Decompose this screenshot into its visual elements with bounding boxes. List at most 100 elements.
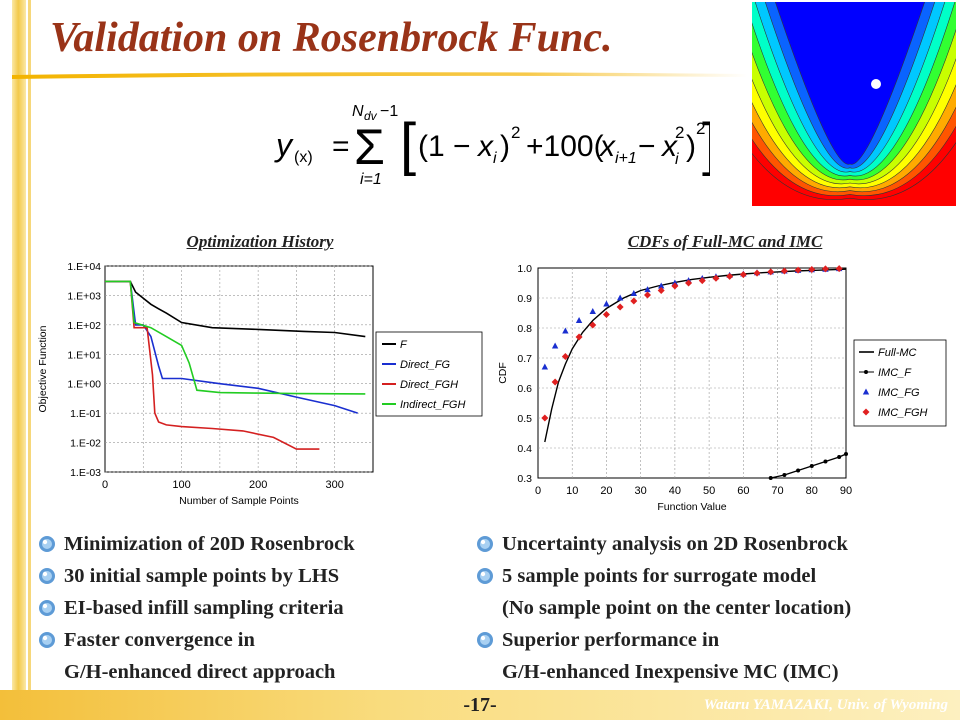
data-point-circle xyxy=(823,459,828,464)
data-point-triangle xyxy=(575,317,583,323)
data-point-circle xyxy=(782,473,787,477)
data-point-diamond xyxy=(753,269,761,277)
data-point-triangle xyxy=(603,300,610,307)
data-point-diamond xyxy=(712,274,720,282)
x-tick-label: 100 xyxy=(172,479,190,491)
bullet-text: EI-based infill sampling criteria xyxy=(64,597,344,619)
legend-label: Full-MC xyxy=(878,347,917,359)
title-underline xyxy=(12,72,747,79)
bullet-list-right: Uncertainty analysis on 2D Rosenbrock 5 s… xyxy=(474,528,960,688)
svg-text:x: x xyxy=(660,130,678,163)
x-tick-label: 40 xyxy=(669,485,681,497)
x-tick-label: 90 xyxy=(840,485,852,497)
legend-box xyxy=(375,331,483,417)
bullet-text: G/H-enhanced direct approach xyxy=(64,661,336,683)
rosenbrock-contour-plot xyxy=(752,2,956,206)
plot-area xyxy=(104,265,374,473)
y-tick-label: 1.E-01 xyxy=(70,408,101,420)
bullet-item: (No sample point on the center location) xyxy=(474,592,960,624)
x-tick-label: 300 xyxy=(326,479,344,491)
data-point-diamond xyxy=(616,303,624,311)
svg-text:]: ] xyxy=(702,112,710,177)
series-line-Direct_FGH xyxy=(105,280,320,450)
data-point-diamond xyxy=(575,333,583,341)
svg-text:x: x xyxy=(476,130,494,163)
svg-text:): ) xyxy=(500,130,510,163)
x-tick-label: 200 xyxy=(249,479,267,491)
y-tick-label: 1.0 xyxy=(517,263,532,275)
data-point-triangle xyxy=(658,282,665,289)
data-point-triangle xyxy=(551,342,559,349)
data-point-diamond xyxy=(794,266,802,274)
x-tick-label: 10 xyxy=(566,485,578,497)
bullet-icon xyxy=(477,632,493,648)
bullet-icon xyxy=(39,632,55,648)
x-tick-label: 0 xyxy=(102,479,108,491)
svg-text:+100(: +100( xyxy=(526,130,604,163)
formula-sum-upper: N xyxy=(352,103,364,120)
bullet-text: 5 sample points for surrogate model xyxy=(502,565,817,587)
y-tick-label: 1.E+04 xyxy=(67,261,101,273)
legend-label: IMC_FG xyxy=(878,387,920,399)
cdf-chart: CDFs of Full-MC and IMC 0.3 0.4 0.5 0.6 0.7 0… xyxy=(490,232,960,532)
legend-box xyxy=(853,339,947,427)
bullet-list-left: Minimization of 20D Rosenbrock 30 initial… xyxy=(36,528,476,688)
data-point-diamond xyxy=(589,321,597,329)
bullet-icon xyxy=(477,536,493,552)
svg-text:i+1: i+1 xyxy=(615,150,637,167)
x-tick-label: 30 xyxy=(635,485,647,497)
bullet-text: G/H-enhanced Inexpensive MC (IMC) xyxy=(502,661,839,683)
page-number: -17- xyxy=(463,694,497,716)
y-tick-label: 0.6 xyxy=(517,383,532,395)
y-axis-label: CDF xyxy=(497,362,509,384)
y-tick-label: 0.8 xyxy=(517,323,532,335)
legend-label: F xyxy=(400,339,408,351)
accent-bar-left xyxy=(12,0,26,690)
accent-bar-left-thin xyxy=(28,0,31,690)
data-point-diamond xyxy=(698,277,706,285)
data-point-diamond xyxy=(657,287,665,294)
data-point-triangle xyxy=(862,388,870,395)
data-point-diamond xyxy=(630,297,638,305)
bullet-item: G/H-enhanced direct approach xyxy=(36,656,476,688)
bullet-text: Superior performance in xyxy=(502,629,720,651)
svg-text:i: i xyxy=(493,150,497,167)
y-tick-label: 0.4 xyxy=(517,443,532,455)
data-point-diamond xyxy=(561,353,569,360)
data-point-circle xyxy=(809,464,814,468)
svg-text:=: = xyxy=(332,130,350,163)
bullet-icon xyxy=(477,568,493,584)
chart2-title: CDFs of Full-MC and IMC xyxy=(627,232,823,251)
legend-label: IMC_F xyxy=(878,367,912,379)
y-tick-label: 1.E-03 xyxy=(70,467,101,479)
data-point-diamond xyxy=(644,291,652,299)
x-tick-label: 20 xyxy=(600,485,612,497)
bullet-item: 5 sample points for surrogate model xyxy=(474,560,960,592)
bullet-text: Minimization of 20D Rosenbrock xyxy=(64,533,355,555)
contour-band xyxy=(775,2,925,165)
x-axis-label: Number of Sample Points xyxy=(179,495,299,507)
bullet-item: G/H-enhanced Inexpensive MC (IMC) xyxy=(474,656,960,688)
legend-label: Direct_FGH xyxy=(400,379,458,391)
data-point-circle xyxy=(768,476,773,480)
formula-sum-upper-sub: dv xyxy=(364,109,378,123)
data-point-triangle xyxy=(541,363,549,370)
data-point-circle xyxy=(844,452,848,456)
svg-text:2: 2 xyxy=(696,119,705,138)
y-tick-label: 1.E+03 xyxy=(67,290,101,302)
svg-text:x: x xyxy=(598,130,616,163)
bullet-icon xyxy=(39,568,55,584)
chart2-plot: 0.3 0.4 0.5 0.6 0.7 0.8 0.9 1.0 0 10 20 30 40 50 60 70 8… xyxy=(497,263,947,513)
y-tick-label: 1.E+01 xyxy=(67,349,101,361)
data-point-diamond xyxy=(551,378,559,386)
footer-bar xyxy=(0,690,960,720)
x-tick-label: 0 xyxy=(535,485,541,497)
svg-text:−: − xyxy=(638,130,656,163)
x-tick-label: 60 xyxy=(737,485,749,497)
series-line-F xyxy=(105,280,366,338)
y-tick-label: 0.7 xyxy=(517,353,532,365)
data-point-circle xyxy=(796,468,801,473)
svg-text:Σ: Σ xyxy=(354,119,385,175)
legend-label: Indirect_FGH xyxy=(400,399,465,411)
series-line-Indirect_FGH xyxy=(105,280,366,395)
